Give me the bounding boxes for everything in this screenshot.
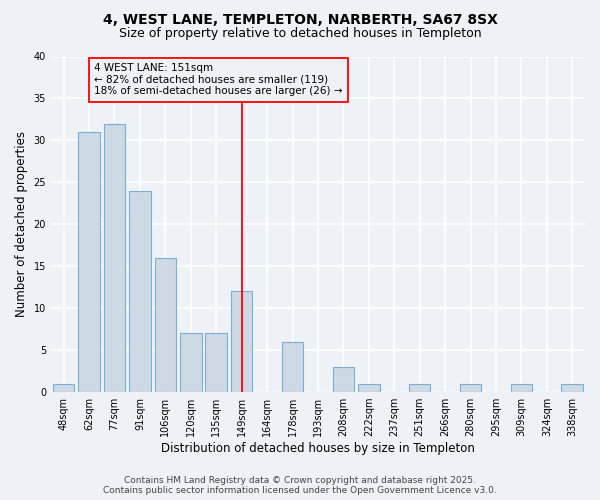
Bar: [511, 384, 532, 392]
Bar: [53, 384, 74, 392]
Bar: [282, 342, 304, 392]
Bar: [205, 334, 227, 392]
Text: Size of property relative to detached houses in Templeton: Size of property relative to detached ho…: [119, 28, 481, 40]
Bar: [231, 292, 253, 392]
Bar: [155, 258, 176, 392]
Bar: [409, 384, 430, 392]
Bar: [129, 190, 151, 392]
Text: 4, WEST LANE, TEMPLETON, NARBERTH, SA67 8SX: 4, WEST LANE, TEMPLETON, NARBERTH, SA67 …: [103, 12, 497, 26]
Text: Contains HM Land Registry data © Crown copyright and database right 2025.
Contai: Contains HM Land Registry data © Crown c…: [103, 476, 497, 495]
Bar: [180, 334, 202, 392]
Bar: [78, 132, 100, 392]
Bar: [104, 124, 125, 392]
Y-axis label: Number of detached properties: Number of detached properties: [15, 132, 28, 318]
Bar: [358, 384, 380, 392]
Bar: [460, 384, 481, 392]
Text: 4 WEST LANE: 151sqm
← 82% of detached houses are smaller (119)
18% of semi-detac: 4 WEST LANE: 151sqm ← 82% of detached ho…: [94, 63, 343, 96]
Bar: [562, 384, 583, 392]
X-axis label: Distribution of detached houses by size in Templeton: Distribution of detached houses by size …: [161, 442, 475, 455]
Bar: [332, 367, 354, 392]
